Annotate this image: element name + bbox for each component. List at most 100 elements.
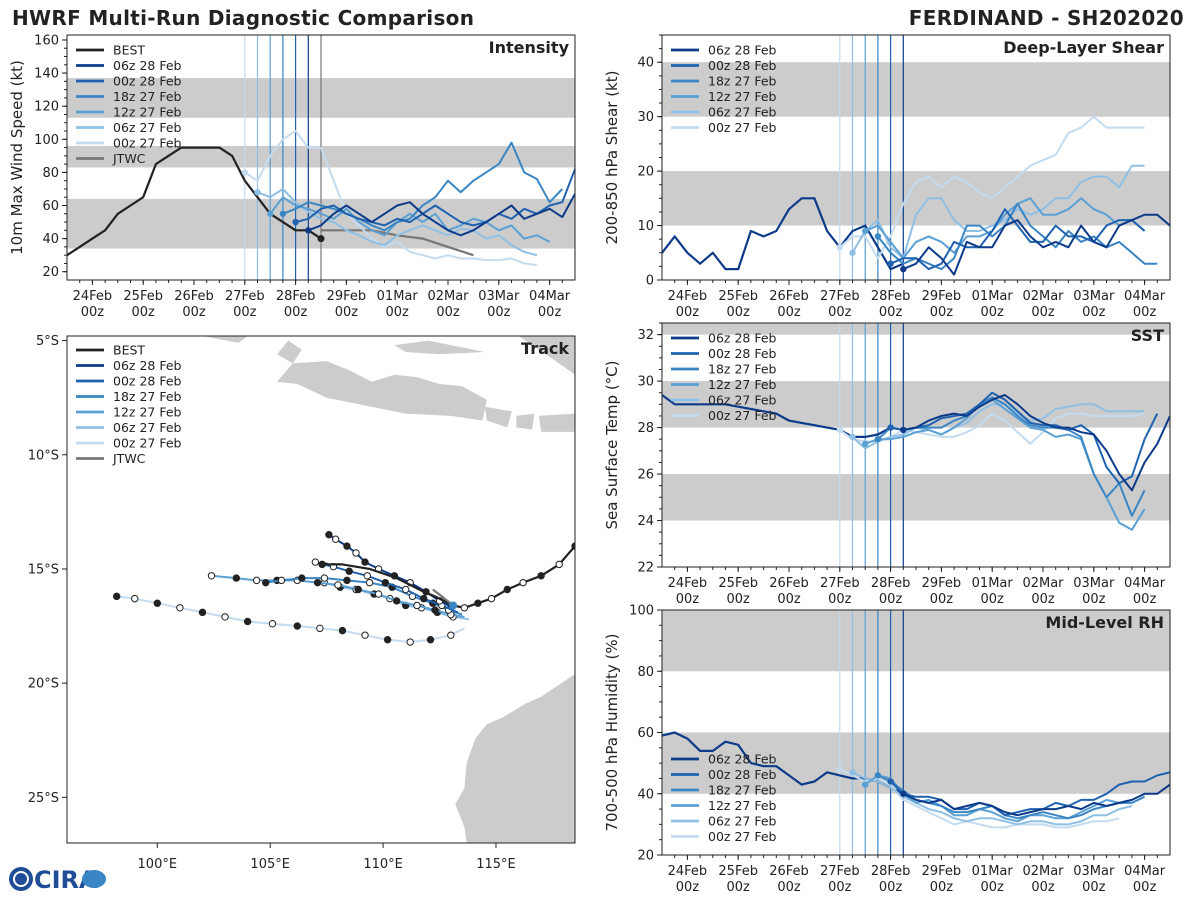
rh-series-line xyxy=(852,771,1133,826)
track-position-marker xyxy=(243,617,252,626)
shear-xtick-date: 27Feb xyxy=(820,289,860,304)
sst-xtick-hour: 00z xyxy=(1031,592,1055,607)
track-ytick-label: 25°S xyxy=(28,791,59,806)
rh-xtick-date: 04Mar xyxy=(1124,864,1166,879)
rh-series-start-marker xyxy=(887,778,894,785)
shear-xtick-hour: 00z xyxy=(828,305,852,320)
intensity-ytick-label: 60 xyxy=(42,199,59,214)
track-position-marker xyxy=(413,601,421,610)
intensity-xtick-hour: 00z xyxy=(335,305,359,320)
track-position-marker xyxy=(261,578,270,587)
track-xtick-label: 115°E xyxy=(476,857,516,872)
sst-series-start-marker xyxy=(900,426,907,434)
track-position-marker xyxy=(365,578,374,587)
shear-xtick-date: 25Feb xyxy=(718,289,758,304)
sst-legend-label: 00z 27 Feb xyxy=(708,408,777,423)
sst-xtick-date: 03Mar xyxy=(1073,576,1115,591)
rh-legend-label: 06z 27 Feb xyxy=(708,814,777,829)
sst-xtick-hour: 00z xyxy=(828,592,852,607)
shear-xtick-date: 04Mar xyxy=(1124,289,1166,304)
track-position-marker xyxy=(311,558,320,566)
shear-xtick-hour: 00z xyxy=(1031,305,1055,320)
java-land xyxy=(277,361,487,421)
intensity-ytick-label: 140 xyxy=(34,67,59,82)
sst-series-line xyxy=(877,396,1146,517)
track-best-marker xyxy=(460,604,469,612)
rh-ytick-label: 40 xyxy=(637,787,654,802)
intensity-ytick-label: 80 xyxy=(42,166,59,181)
sst-ylabel: Sea Surface Temp (°C) xyxy=(603,360,621,529)
track-position-marker xyxy=(331,535,340,543)
track-position-marker xyxy=(277,576,286,585)
track-series-line xyxy=(315,561,458,614)
rh-xtick-date: 02Mar xyxy=(1022,864,1064,879)
intensity-xtick-date: 01Mar xyxy=(377,289,419,304)
track-position-marker xyxy=(426,636,435,644)
track-position-marker xyxy=(354,585,362,594)
sst-xtick-date: 24Feb xyxy=(668,576,708,591)
rh-xtick-date: 24Feb xyxy=(668,864,708,879)
intensity-xtick-hour: 00z xyxy=(284,305,308,320)
sumatra-land xyxy=(277,340,302,364)
shear-ytick-label: 30 xyxy=(637,110,654,125)
shear-xtick-hour: 00z xyxy=(727,305,751,320)
rh-panel-title: Mid-Level RH xyxy=(1045,613,1164,632)
track-position-marker xyxy=(320,574,329,582)
intensity-legend-label: JTWC xyxy=(112,151,146,166)
track-ytick-label: 10°S xyxy=(28,448,59,463)
shear-series-line xyxy=(864,197,1146,260)
track-position-marker xyxy=(343,542,351,550)
rh-series-line xyxy=(864,774,1133,823)
track-position-marker xyxy=(420,594,428,603)
sst-series-start-marker xyxy=(874,435,882,443)
sst-series-start-marker xyxy=(836,426,843,434)
rh-series-start-marker xyxy=(836,766,843,773)
sst-plot-area xyxy=(662,323,1170,567)
track-position-marker xyxy=(406,638,414,646)
rh-xtick-hour: 00z xyxy=(1082,880,1106,895)
intensity-xtick-hour: 00z xyxy=(81,305,105,320)
shear-series-start-marker xyxy=(836,244,843,251)
intensity-panel-title: Intensity xyxy=(489,38,570,57)
intensity-ytick-label: 120 xyxy=(34,100,59,115)
intensity-xtick-date: 25Feb xyxy=(123,289,163,304)
intensity-series-start-marker xyxy=(241,169,248,176)
track-position-marker xyxy=(345,567,353,575)
track-ytick-label: 5°S xyxy=(36,334,59,349)
shear-plot-area xyxy=(662,35,1170,280)
intensity-plot-area xyxy=(67,35,575,280)
track-position-marker xyxy=(232,574,241,582)
track-position-marker xyxy=(361,631,369,639)
cira-logo: CIRA xyxy=(9,866,106,894)
sst-xtick-date: 25Feb xyxy=(718,576,758,591)
shear-series-start-marker xyxy=(849,249,856,256)
sst-ytick-label: 28 xyxy=(637,421,654,436)
track-position-marker xyxy=(131,594,139,603)
intensity-legend-label: 00z 28 Feb xyxy=(113,74,182,89)
track-ytick-label: 15°S xyxy=(28,562,59,577)
sst-series-start-marker xyxy=(849,433,856,441)
shear-xtick-date: 03Mar xyxy=(1073,289,1115,304)
rh-ytick-label: 100 xyxy=(629,604,654,619)
sst-xtick-hour: 00z xyxy=(1133,592,1157,607)
rh-xtick-hour: 00z xyxy=(828,880,852,895)
rh-series-line xyxy=(902,783,1170,817)
shear-ytick-label: 20 xyxy=(637,165,654,180)
track-position-marker xyxy=(338,626,347,635)
sst-panel-title: SST xyxy=(1131,326,1164,345)
rh-xtick-hour: 00z xyxy=(727,880,751,895)
shear-legend-label: 00z 28 Feb xyxy=(708,58,777,73)
shear-xtick-hour: 00z xyxy=(676,305,700,320)
track-position-marker xyxy=(298,574,306,582)
sst-legend-label: 06z 28 Feb xyxy=(708,331,777,346)
sst-xtick-date: 02Mar xyxy=(1022,576,1064,591)
storm-name: FERDINAND - SH202020 xyxy=(908,6,1184,30)
sst-xtick-hour: 00z xyxy=(930,592,954,607)
rh-xtick-hour: 00z xyxy=(1031,880,1055,895)
sst-xtick-date: 26Feb xyxy=(769,576,809,591)
track-position-marker xyxy=(153,599,162,607)
rh-xtick-date: 01Mar xyxy=(972,864,1014,879)
page-title: HWRF Multi-Run Diagnostic Comparison xyxy=(12,6,475,30)
shear-legend-label: 06z 27 Feb xyxy=(708,105,777,120)
